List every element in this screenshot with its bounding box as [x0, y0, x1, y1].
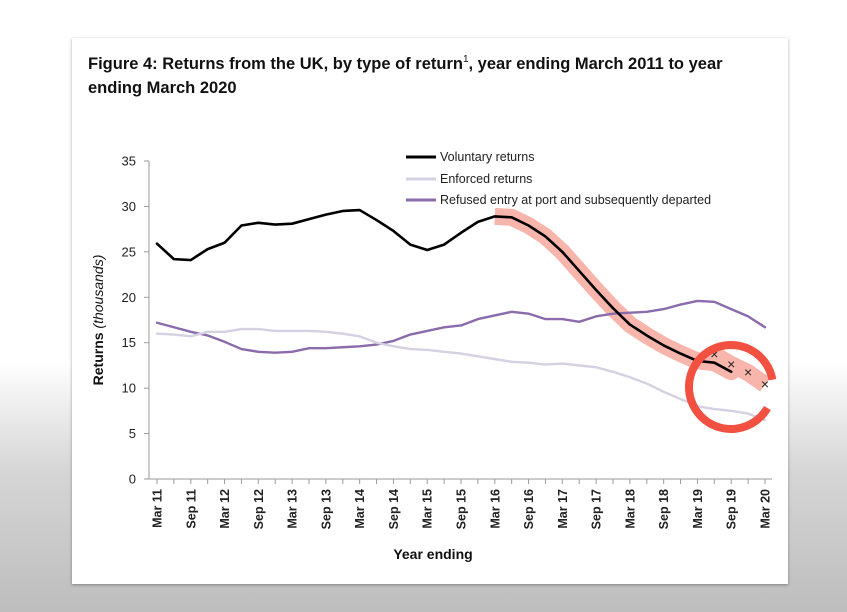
figure-slide: Figure 4: Returns from the UK, by type o…	[72, 38, 788, 584]
y-tick-label: 25	[122, 244, 136, 259]
figure-title-rest: , year ending March 2011 to year ending …	[88, 55, 723, 97]
y-axis-title-units: (thousands)	[90, 255, 106, 329]
highlight-layer	[494, 207, 770, 392]
series-line-enforced-returns	[155, 327, 767, 422]
y-axis-title: Returns (thousands)	[90, 255, 106, 386]
legend-refused-entry-label: Refused entry at port and subsequently d…	[440, 193, 711, 207]
figure-title-main: Figure 4: Returns from the UK, by type o…	[88, 55, 463, 73]
x-tick-label: Sep 19	[725, 489, 739, 529]
series-layer	[155, 208, 767, 422]
x-tick-label: Mar 12	[218, 489, 232, 529]
footnote-marker: 1	[462, 54, 469, 65]
projection-marker: ×	[744, 364, 752, 380]
x-tick-label: Mar 16	[488, 489, 502, 529]
series-line-voluntary-returns	[155, 208, 733, 374]
projection-marker: ×	[761, 376, 769, 392]
legend-enforced-returns-label: Enforced returns	[440, 172, 532, 186]
y-tick-label: 35	[122, 154, 136, 169]
y-axis-title-main: Returns	[90, 332, 106, 385]
returns-line-chart: 0 5 10 15 20 25 30 35 Mar 11 Sep 11 Mar 12 Sep 12 Ma…	[90, 150, 777, 563]
x-tick-label: Mar 19	[691, 489, 705, 529]
x-tick-label: Sep 14	[387, 489, 401, 529]
figure-title: Figure 4: Returns from the UK, by type o…	[88, 48, 748, 100]
x-tick-label: Mar 20	[759, 489, 773, 529]
x-tick-label: Sep 15	[455, 489, 469, 529]
x-tick-label: Mar 17	[556, 489, 570, 529]
y-tick-label: 0	[129, 472, 136, 487]
annotation-layer	[685, 341, 777, 433]
highlight-circle-annotation	[685, 341, 777, 433]
axes-layer: 0 5 10 15 20 25 30 35 Mar 11 Sep 11 Mar 12 Sep 12 Ma…	[90, 154, 773, 563]
legend: Voluntary returns Enforced returns Refused…	[406, 150, 711, 207]
x-tick-label: Sep 13	[319, 489, 333, 529]
y-tick-label: 20	[122, 290, 136, 305]
projection-marker: ×	[710, 346, 718, 362]
x-tick-label: Mar 11	[151, 489, 165, 528]
y-tick-label: 15	[122, 335, 136, 350]
x-tick-label: Sep 17	[590, 489, 604, 529]
x-tick-label: Mar 15	[421, 489, 435, 529]
projection-marker: ×	[727, 356, 735, 372]
x-tick-label: Sep 16	[522, 489, 536, 529]
x-tick-label: Sep 12	[252, 489, 266, 529]
x-axis-title: Year ending	[393, 546, 472, 562]
y-tick-label: 30	[122, 199, 136, 214]
legend-voluntary-returns-label: Voluntary returns	[440, 150, 535, 164]
y-tick-label: 5	[129, 426, 136, 441]
x-tick-label: Sep 11	[184, 489, 198, 529]
x-tick-label: Sep 18	[657, 489, 671, 529]
y-tick-label: 10	[122, 381, 136, 396]
x-tick-label: Mar 14	[353, 489, 367, 529]
highlight-band	[494, 207, 770, 392]
series-line-refused-entry	[155, 299, 767, 354]
x-tick-label: Mar 18	[623, 489, 637, 529]
marker-layer: × × × ×	[710, 346, 769, 392]
x-tick-label: Mar 13	[286, 489, 300, 529]
